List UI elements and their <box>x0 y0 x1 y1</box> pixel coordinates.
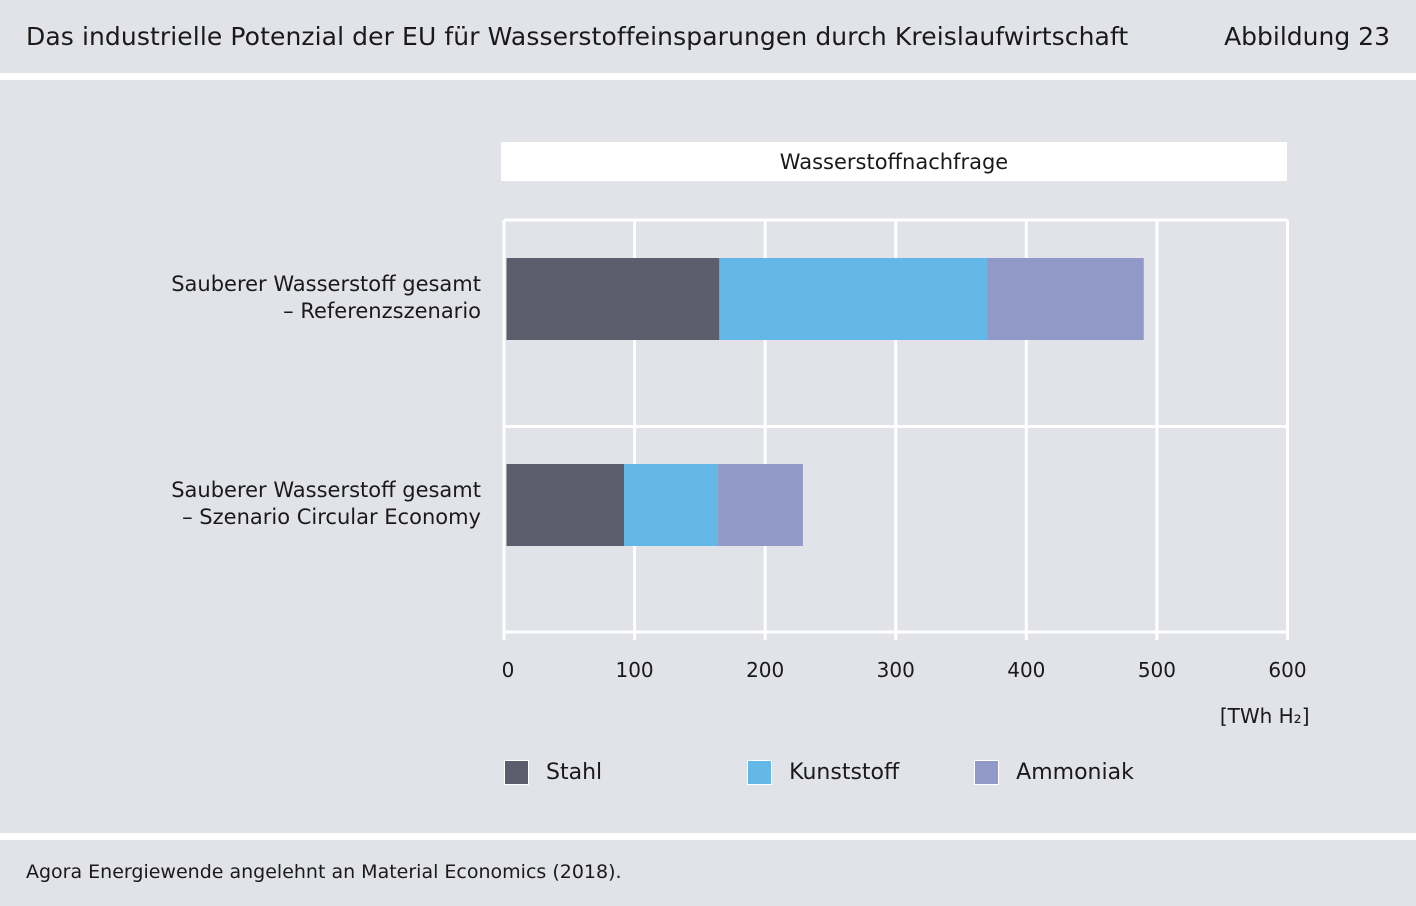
figure-number: Abbildung 23 <box>1224 22 1390 51</box>
legend-label: Ammoniak <box>1016 760 1134 785</box>
bar-chart: 0 100 200 300 400 500 600 [TWh H₂] <box>502 218 1310 728</box>
legend-label: Stahl <box>546 760 603 785</box>
legend-label: Kunststoff <box>789 760 900 785</box>
source-note: Agora Energiewende angelehnt an Material… <box>26 861 622 883</box>
bar-stahl-1 <box>506 464 625 546</box>
category-label-line: – Szenario Circular Economy <box>182 505 481 529</box>
x-tick-label: 400 <box>1007 658 1045 682</box>
x-axis-unit: [TWh H₂] <box>1220 704 1310 728</box>
x-tick-label: 500 <box>1138 658 1176 682</box>
bar-ammoniak-1 <box>718 464 803 546</box>
legend-item-kunststoff: Kunststoff <box>747 760 899 785</box>
x-tick-label: 0 <box>502 658 515 682</box>
category-label: Sauberer Wasserstoff gesamt – Szenario Ci… <box>171 477 481 531</box>
category-label-line: – Referenzszenario <box>283 299 481 323</box>
x-tick-label: 100 <box>615 658 653 682</box>
figure-footer: Agora Energiewende angelehnt an Material… <box>0 840 1416 906</box>
bar-ammoniak-0 <box>987 258 1144 340</box>
x-tick-label: 300 <box>877 658 915 682</box>
bar-kunststoff-0 <box>719 258 988 340</box>
legend-item-ammoniak: Ammoniak <box>974 760 1134 785</box>
figure-title: Das industrielle Potenzial der EU für Wa… <box>26 22 1129 51</box>
legend-swatch <box>747 760 773 785</box>
category-label-line: Sauberer Wasserstoff gesamt <box>171 272 481 296</box>
chart-title: Wasserstoffnachfrage <box>501 142 1287 181</box>
legend-swatch <box>504 760 529 785</box>
x-tick-label: 600 <box>1268 658 1306 682</box>
legend-swatch <box>974 760 1000 785</box>
chart-area: Wasserstoffnachfrage 0 100 200 300 400 500 600… <box>0 80 1416 833</box>
figure-header: Das industrielle Potenzial der EU für Wa… <box>0 0 1416 73</box>
bar-stahl-0 <box>506 258 720 340</box>
bar-kunststoff-1 <box>624 464 719 546</box>
category-label: Sauberer Wasserstoff gesamt – Referenzsze… <box>171 271 481 325</box>
x-tick-label: 200 <box>746 658 784 682</box>
category-label-line: Sauberer Wasserstoff gesamt <box>171 478 481 502</box>
legend-item-stahl: Stahl <box>504 760 602 785</box>
legend: Stahl Kunststoff Ammoniak <box>504 760 1134 785</box>
